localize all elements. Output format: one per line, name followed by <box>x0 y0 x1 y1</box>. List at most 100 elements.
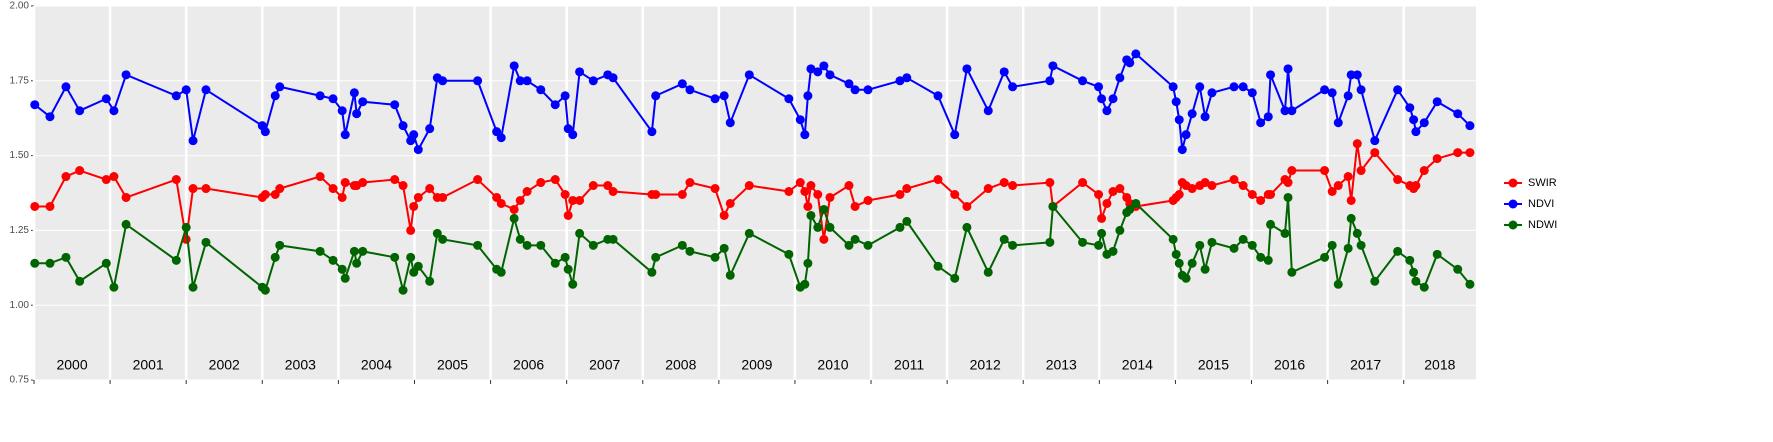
point <box>1238 234 1248 244</box>
point <box>425 124 435 134</box>
point <box>1453 264 1463 274</box>
point <box>171 91 181 101</box>
point <box>1393 85 1403 95</box>
point <box>1393 246 1403 256</box>
point <box>999 178 1009 188</box>
point <box>1320 85 1330 95</box>
point <box>1256 252 1266 262</box>
legend-marker <box>1508 178 1518 188</box>
y-tick-label: 1.25 <box>10 225 30 236</box>
point <box>315 172 325 182</box>
point <box>1409 267 1419 277</box>
point <box>1405 103 1415 113</box>
point <box>1078 178 1088 188</box>
point <box>608 73 618 83</box>
year-label: 2015 <box>1198 357 1229 373</box>
point <box>109 106 119 116</box>
point <box>1174 189 1184 199</box>
point <box>75 166 85 176</box>
point <box>1419 282 1429 292</box>
point <box>1238 82 1248 92</box>
point <box>358 97 368 107</box>
point <box>608 187 618 197</box>
point <box>1432 249 1442 259</box>
point <box>315 246 325 256</box>
legend-marker <box>1508 199 1518 209</box>
point <box>819 61 829 71</box>
point <box>1370 148 1380 158</box>
point <box>358 246 368 256</box>
year-label: 2013 <box>1046 357 1077 373</box>
legend-label: NDVI <box>1528 198 1554 210</box>
year-label: 2008 <box>665 357 696 373</box>
point <box>895 76 905 86</box>
point <box>1207 181 1217 191</box>
point <box>1256 195 1266 205</box>
point <box>1131 49 1141 59</box>
point <box>349 88 359 98</box>
point <box>1045 178 1055 188</box>
point <box>710 94 720 104</box>
point <box>473 76 483 86</box>
point <box>1419 166 1429 176</box>
point <box>1287 267 1297 277</box>
point <box>349 246 359 256</box>
point <box>1333 181 1343 191</box>
point <box>863 240 873 250</box>
point <box>603 181 613 191</box>
point <box>1266 70 1276 80</box>
point <box>1320 166 1330 176</box>
point <box>171 255 181 265</box>
point <box>744 70 754 80</box>
point <box>328 94 338 104</box>
point <box>550 100 560 110</box>
point <box>45 112 55 122</box>
panel <box>34 6 1476 380</box>
point <box>1177 145 1187 155</box>
point <box>962 201 972 211</box>
point <box>275 82 285 92</box>
point <box>1200 178 1210 188</box>
point <box>950 189 960 199</box>
y-tick-label: 1.00 <box>10 300 30 311</box>
point <box>1266 189 1276 199</box>
point <box>813 222 823 232</box>
point <box>1453 109 1463 119</box>
point <box>509 213 519 223</box>
point <box>1280 228 1290 238</box>
point <box>509 204 519 214</box>
point <box>1283 64 1293 74</box>
point <box>515 76 525 86</box>
point <box>803 258 813 268</box>
point <box>1125 58 1135 68</box>
point <box>1247 240 1257 250</box>
point <box>1108 187 1118 197</box>
point <box>1453 148 1463 158</box>
point <box>1094 240 1104 250</box>
point <box>328 255 338 265</box>
point <box>563 264 573 274</box>
point <box>1370 276 1380 286</box>
point <box>651 252 661 262</box>
year-label: 2017 <box>1350 357 1381 373</box>
point <box>933 175 943 185</box>
point <box>30 201 40 211</box>
point <box>1094 82 1104 92</box>
point <box>550 175 560 185</box>
point <box>260 285 270 295</box>
point <box>803 91 813 101</box>
year-label: 2004 <box>361 357 392 373</box>
point <box>1247 88 1257 98</box>
point <box>1200 264 1210 274</box>
point <box>725 118 735 128</box>
point <box>1352 70 1362 80</box>
point <box>270 91 280 101</box>
point <box>45 201 55 211</box>
point <box>438 192 448 202</box>
point <box>1352 139 1362 149</box>
point <box>1125 204 1135 214</box>
point <box>275 240 285 250</box>
point <box>784 94 794 104</box>
point <box>1045 237 1055 247</box>
point <box>588 240 598 250</box>
